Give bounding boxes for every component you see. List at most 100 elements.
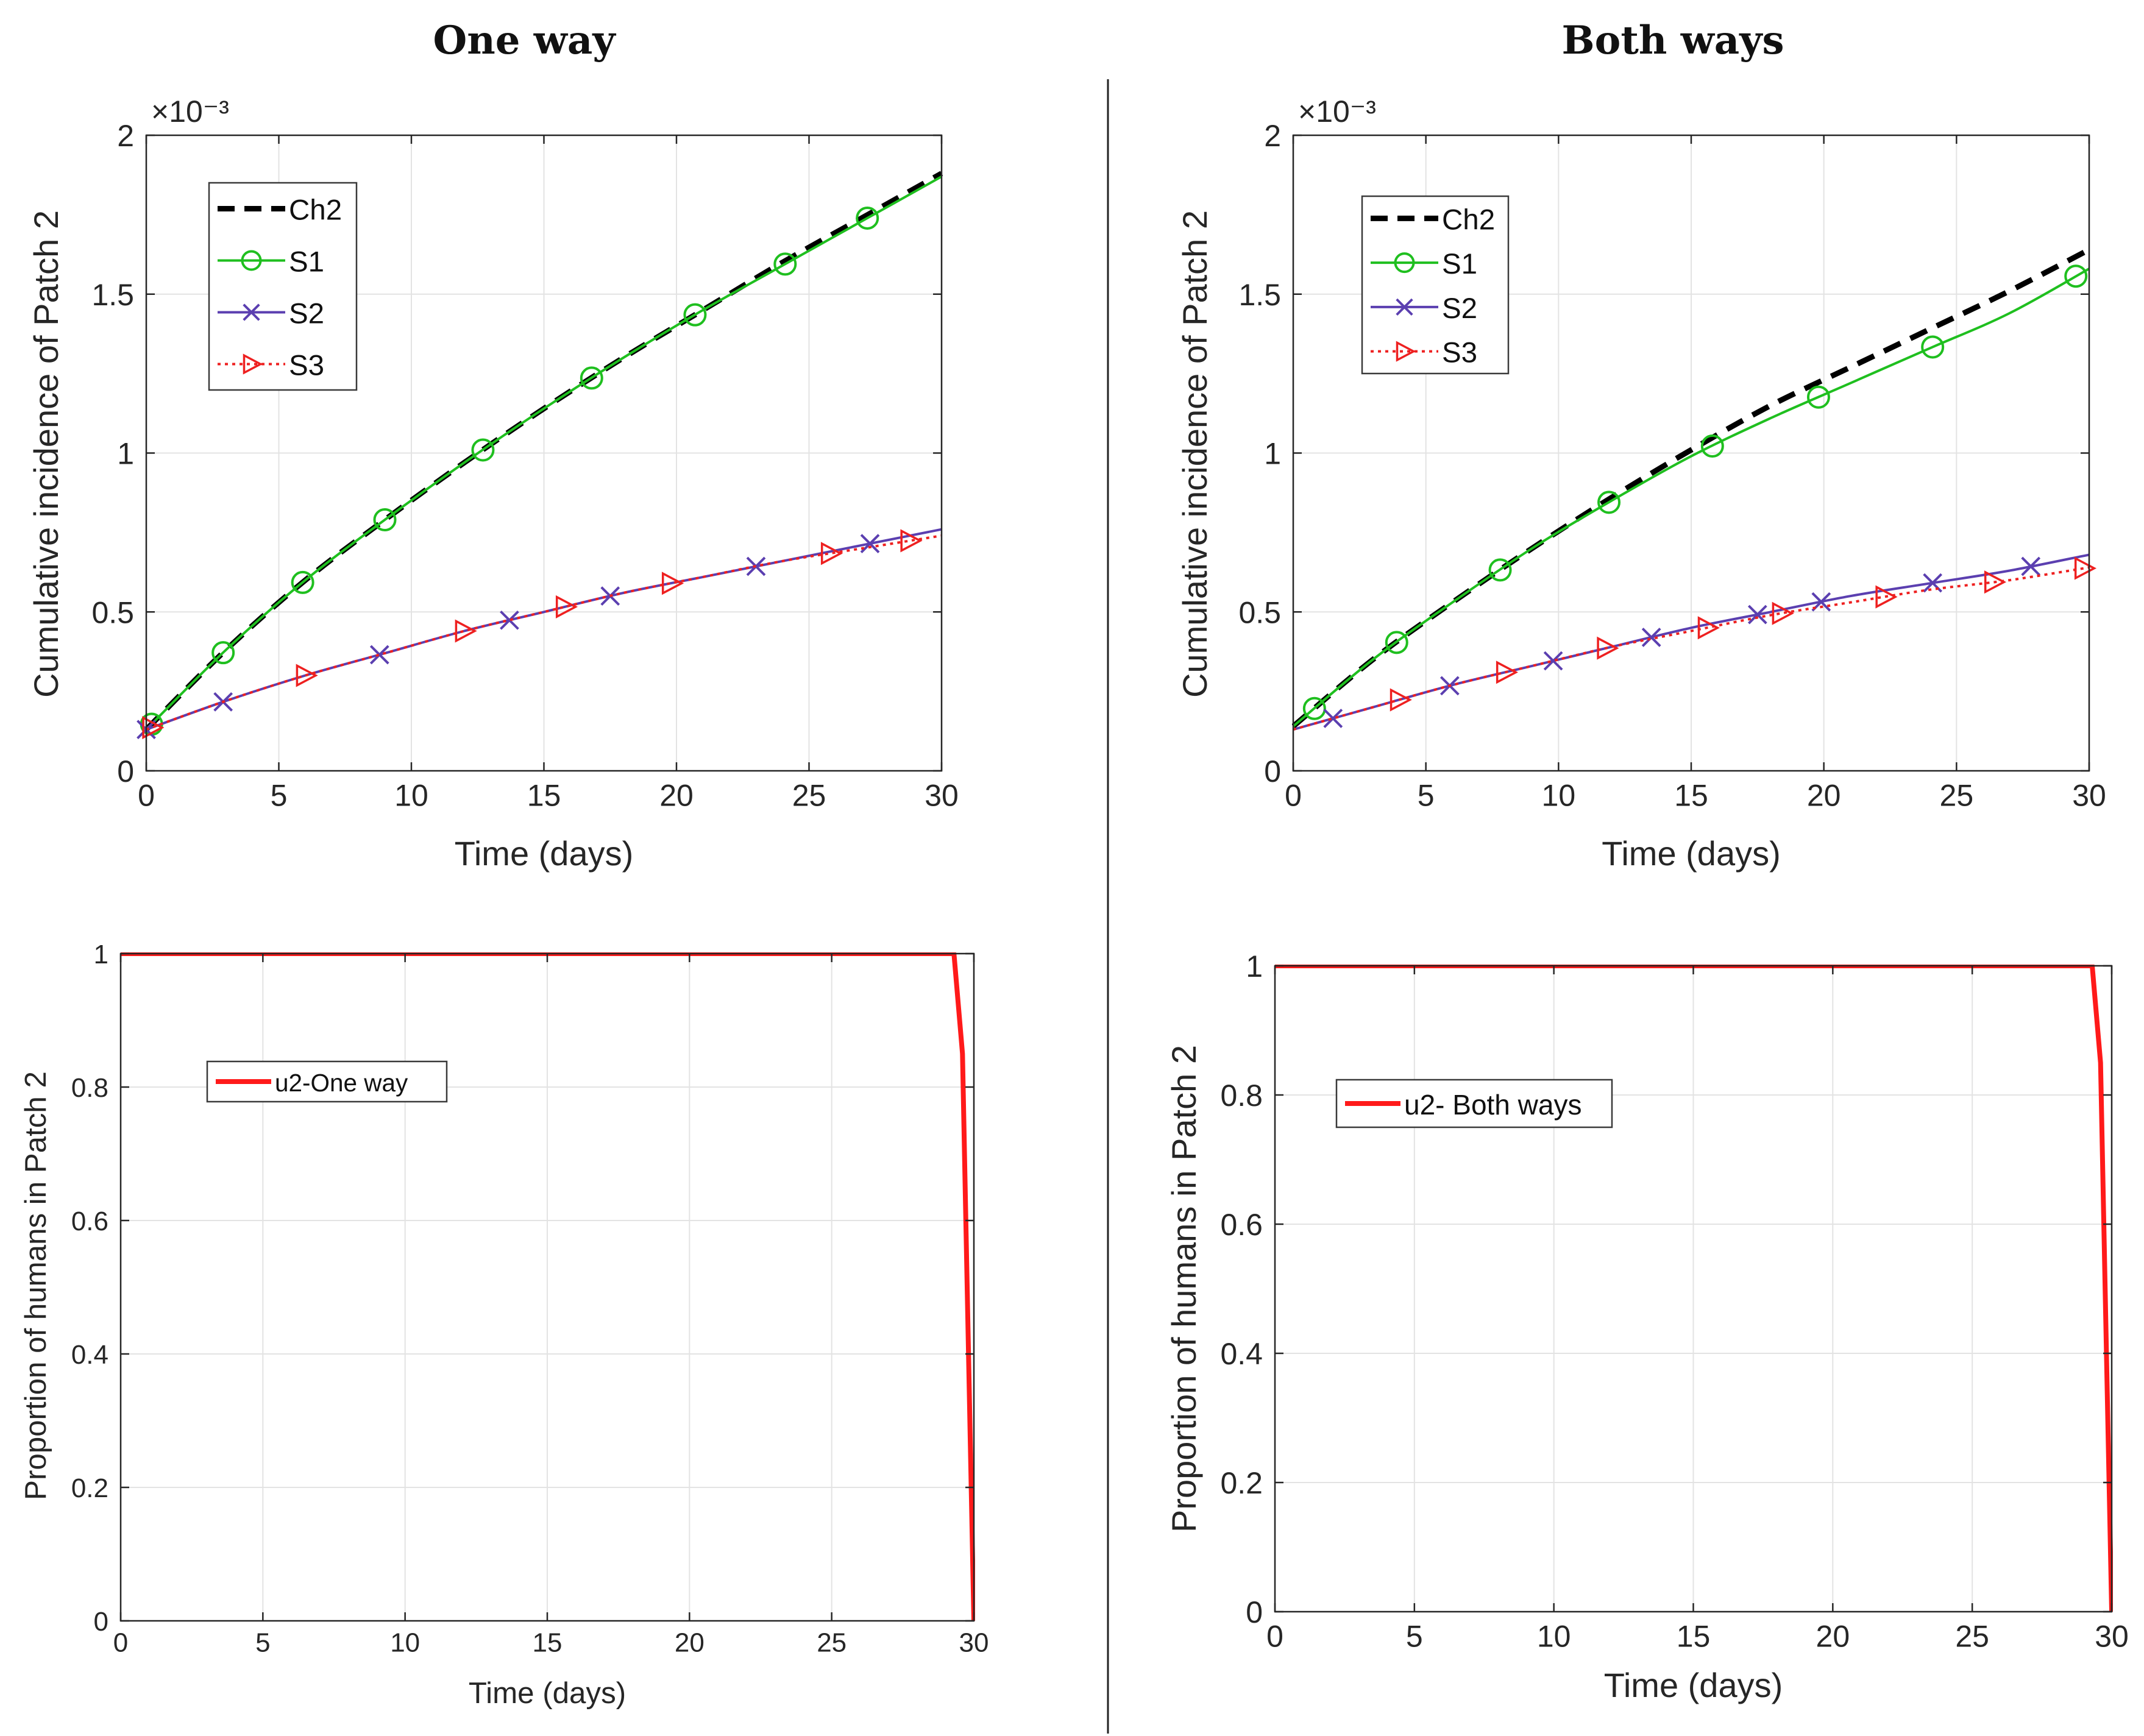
y-axis-exponent: ×10⁻³ <box>151 94 229 129</box>
legend-marker-s2 <box>1396 298 1413 316</box>
series-s1-marker <box>291 570 314 594</box>
series-s2-line <box>146 528 942 731</box>
series-s3-marker <box>661 572 684 595</box>
series-s1-marker <box>373 508 397 532</box>
y-tick-label: 1 <box>1246 949 1263 983</box>
series-s3-marker <box>1772 601 1794 625</box>
x-tick-label: 0 <box>113 1628 128 1658</box>
x-tick-label: 5 <box>255 1628 270 1658</box>
x-tick-label: 0 <box>138 779 155 813</box>
legend-label-u2-both-ways: u2- Both ways <box>1404 1089 1581 1121</box>
series-s1-marker <box>471 438 495 462</box>
series-s2-marker <box>1641 628 1661 647</box>
x-tick-label: 25 <box>1940 779 1974 813</box>
x-tick-label: 10 <box>394 779 428 813</box>
x-tick-label: 0 <box>1285 779 1302 813</box>
chart-proportion-humans-both-ways: 0 5 10 15 20 25 30 0 0.2 0.4 0.6 0.8 1 Time (days) Pro… <box>1165 949 2129 1704</box>
series-s1-line <box>1292 267 2090 728</box>
series-s1-marker <box>683 303 707 327</box>
series-s3-marker <box>455 619 477 643</box>
legend: u2-One way <box>206 1060 448 1103</box>
x-tick-label: 15 <box>533 1628 563 1658</box>
legend-label-ch2: Ch2 <box>1442 204 1495 236</box>
legend: Ch2 S1 S2 S3 <box>1361 195 1510 375</box>
legend-marker-s2 <box>243 303 260 321</box>
column-title-one-way: One way <box>433 18 616 63</box>
series-s3-marker <box>1496 661 1519 684</box>
series-s3-marker <box>1697 616 1720 640</box>
series-s1-marker <box>1921 335 1945 359</box>
y-tick-label: 2 <box>1264 119 1281 153</box>
series-s2-marker <box>369 645 389 665</box>
y-axis-exponent: ×10⁻³ <box>1298 94 1376 129</box>
series-s1-marker <box>1597 491 1621 514</box>
x-tick-label: 10 <box>1537 1620 1571 1654</box>
x-axis-label: Time (days) <box>455 834 634 873</box>
x-tick-label: 25 <box>817 1628 847 1658</box>
y-tick-label: 0.4 <box>71 1340 108 1370</box>
series-s2-marker <box>860 534 880 553</box>
series-s1-marker <box>1700 434 1724 458</box>
series-s3-marker <box>1597 636 1619 660</box>
x-tick-label: 15 <box>1677 1620 1711 1654</box>
series-s3-marker <box>296 664 318 687</box>
series-s1-line <box>145 175 942 731</box>
x-tick-label: 15 <box>527 779 561 813</box>
legend: u2- Both ways <box>1335 1079 1613 1128</box>
x-tick-label: 20 <box>675 1628 705 1658</box>
series-ch2-line <box>1292 247 2090 729</box>
y-tick-label: 0 <box>117 754 134 788</box>
legend-marker-s3 <box>243 353 263 375</box>
y-tick-label: 0.5 <box>91 595 134 629</box>
column-title-both-ways: Both ways <box>1562 18 1784 63</box>
x-tick-label: 30 <box>959 1628 989 1658</box>
y-tick-label: 0.6 <box>1220 1208 1263 1242</box>
series-s2-marker <box>1747 604 1767 625</box>
x-axis-label: Time (days) <box>469 1676 626 1710</box>
y-axis-label: Cumulative incidence of Patch 2 <box>27 210 65 698</box>
series-s3-marker <box>820 542 843 565</box>
x-tick-label: 5 <box>1406 1620 1423 1654</box>
x-tick-label: 30 <box>2072 779 2106 813</box>
x-tick-label: 0 <box>1266 1620 1283 1654</box>
legend-label-s2: S2 <box>289 298 324 330</box>
x-tick-label: 10 <box>1542 779 1576 813</box>
y-tick-label: 0 <box>94 1607 108 1637</box>
y-tick-label: 1 <box>117 437 134 471</box>
x-tick-label: 30 <box>925 779 959 813</box>
x-axis-label: Time (days) <box>1602 834 1781 873</box>
y-tick-label: 0.8 <box>71 1073 108 1103</box>
y-axis-label: Proportion of humans in Patch 2 <box>19 1071 52 1500</box>
legend-label-s1: S1 <box>289 246 324 278</box>
series-s2-marker <box>500 610 519 630</box>
series-s3-marker <box>555 595 578 618</box>
legend-marker-s3 <box>1396 341 1416 362</box>
legend-box <box>1361 195 1510 375</box>
x-tick-label: 25 <box>1955 1620 1989 1654</box>
series-s1-marker <box>1488 558 1512 582</box>
series-s1-marker <box>856 206 879 230</box>
series-s3-marker <box>2074 556 2097 580</box>
series-s2-marker <box>2021 556 2041 576</box>
y-tick-label: 0.4 <box>1220 1337 1263 1371</box>
x-tick-label: 20 <box>1816 1620 1850 1654</box>
series-s1-marker <box>1385 631 1408 654</box>
legend-label-s2: S2 <box>1442 292 1477 325</box>
legend-label-s1: S1 <box>1442 248 1477 280</box>
chart-cumulative-incidence-one-way: 0 5 10 15 20 25 30 0 0.5 1 1.5 2 ×10⁻³ Time (days) Cum… <box>27 94 959 873</box>
y-tick-label: 0 <box>1246 1595 1263 1629</box>
series-s1-marker <box>2064 264 2088 288</box>
y-tick-label: 0.2 <box>1220 1466 1263 1500</box>
legend-label-s3: S3 <box>1442 337 1477 369</box>
series-s3-marker <box>1390 688 1412 712</box>
x-tick-label: 30 <box>2095 1620 2129 1654</box>
x-axis-label: Time (days) <box>1604 1666 1783 1704</box>
legend-label-s3: S3 <box>289 350 324 382</box>
series-s1-marker <box>773 252 797 276</box>
y-tick-label: 0.6 <box>71 1206 108 1236</box>
legend-label-ch2: Ch2 <box>289 194 342 227</box>
series-s1-marker <box>580 366 603 390</box>
y-tick-label: 1.5 <box>1238 278 1281 312</box>
series-s3-marker <box>1984 570 2007 594</box>
x-tick-label: 10 <box>390 1628 420 1658</box>
